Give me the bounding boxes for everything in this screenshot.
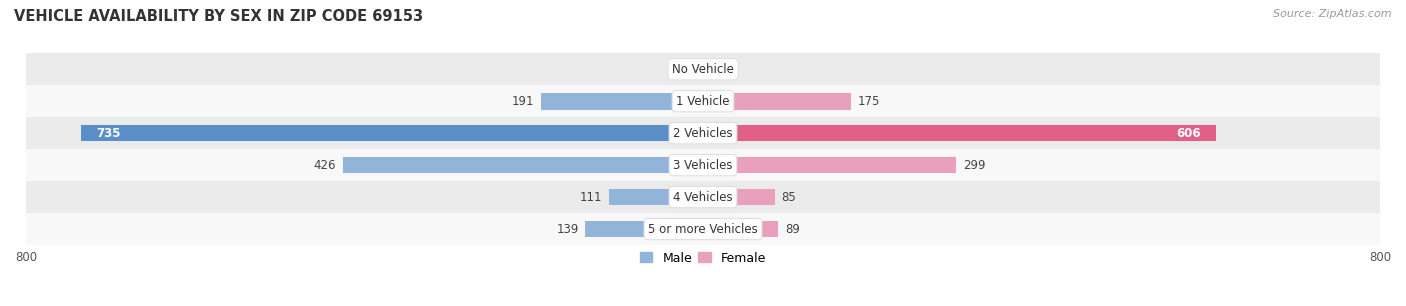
Text: 175: 175	[858, 95, 880, 108]
Text: 5 or more Vehicles: 5 or more Vehicles	[648, 222, 758, 236]
Text: 4 Vehicles: 4 Vehicles	[673, 191, 733, 203]
Text: 299: 299	[963, 159, 986, 172]
Text: 111: 111	[579, 191, 602, 203]
Bar	[27, 181, 1379, 213]
Bar	[27, 85, 1379, 117]
Bar	[703, 125, 1216, 141]
Text: 89: 89	[785, 222, 800, 236]
Text: 191: 191	[512, 95, 534, 108]
Bar	[27, 213, 1379, 245]
Text: 426: 426	[314, 159, 336, 172]
Bar	[541, 93, 703, 110]
Bar	[27, 149, 1379, 181]
Text: 2 Vehicles: 2 Vehicles	[673, 127, 733, 140]
Bar	[27, 117, 1379, 149]
Text: 606: 606	[1175, 127, 1201, 140]
Text: 85: 85	[782, 191, 796, 203]
Bar	[343, 157, 703, 174]
Text: 0: 0	[689, 63, 696, 76]
Text: 139: 139	[557, 222, 579, 236]
Bar	[703, 157, 956, 174]
Legend: Male, Female: Male, Female	[636, 247, 770, 270]
Bar	[82, 125, 703, 141]
Bar	[703, 221, 779, 237]
Text: 0: 0	[710, 63, 717, 76]
Bar	[703, 93, 851, 110]
Bar	[585, 221, 703, 237]
Bar	[609, 189, 703, 205]
Text: VEHICLE AVAILABILITY BY SEX IN ZIP CODE 69153: VEHICLE AVAILABILITY BY SEX IN ZIP CODE …	[14, 9, 423, 24]
Text: 735: 735	[96, 127, 121, 140]
Text: 1 Vehicle: 1 Vehicle	[676, 95, 730, 108]
Text: Source: ZipAtlas.com: Source: ZipAtlas.com	[1274, 9, 1392, 19]
Text: No Vehicle: No Vehicle	[672, 63, 734, 76]
Bar	[703, 189, 775, 205]
Text: 3 Vehicles: 3 Vehicles	[673, 159, 733, 172]
Bar	[27, 53, 1379, 85]
